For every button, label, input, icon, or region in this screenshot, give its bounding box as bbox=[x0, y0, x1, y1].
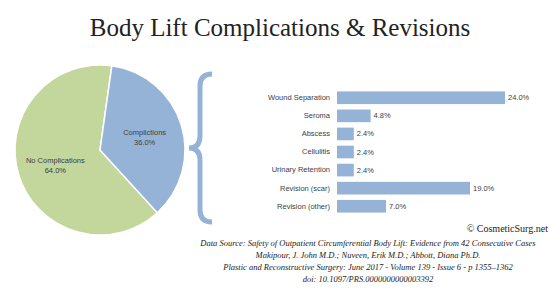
data-label: 64.0% bbox=[45, 166, 67, 175]
tick: Wound Separation bbox=[268, 93, 330, 102]
pie-labels: No Complications64.0% Complictions36.0% bbox=[26, 128, 166, 175]
source-note: Data Source: Safety of Outpatient Circum… bbox=[199, 238, 536, 248]
tick-label: Urinary Retention bbox=[272, 165, 330, 174]
bar bbox=[337, 110, 371, 123]
tick-label: Seroma bbox=[304, 111, 331, 120]
footer: © CosmeticSurg.net Data Source: Safety of… bbox=[199, 223, 548, 284]
data-label: 36.0% bbox=[134, 138, 156, 147]
category-axis: Wound Separation Seroma Abscess Cellulitis U… bbox=[268, 93, 331, 210]
tick-label: Cellulitis bbox=[302, 147, 330, 156]
data-label: 2.4% bbox=[357, 148, 374, 157]
data-label: 2.4% bbox=[357, 129, 374, 138]
source-note: Makipour, J. John M.D.; Nuveen, Erik M.D… bbox=[255, 250, 481, 260]
data-label: 4.8% bbox=[374, 111, 391, 120]
bracket bbox=[189, 74, 212, 222]
bar bbox=[337, 182, 470, 195]
slice-label: No Complications bbox=[26, 156, 85, 165]
source-note: Plastic and Reconstructive Surgery: June… bbox=[222, 262, 513, 272]
tick: Urinary Retention bbox=[272, 165, 330, 174]
data-label: 24.0% bbox=[508, 93, 530, 102]
tick: Seroma bbox=[304, 111, 331, 120]
slice-label: Complictions bbox=[123, 128, 166, 137]
data-label: 7.0% bbox=[389, 202, 406, 211]
pie-slice bbox=[100, 66, 185, 213]
data-labels: 24.0%4.8%2.4%2.4%2.4%19.0%7.0% bbox=[357, 93, 530, 210]
chart-canvas: Body Lift Complications & Revisions No Co… bbox=[0, 0, 560, 294]
pie bbox=[15, 65, 185, 235]
tick: Cellulitis bbox=[302, 147, 330, 156]
tick-label: Revision (scar) bbox=[280, 184, 331, 193]
data-label: 19.0% bbox=[473, 184, 495, 193]
bar bbox=[337, 128, 354, 141]
copyright: © CosmeticSurg.net bbox=[467, 223, 549, 234]
tick-label: Wound Separation bbox=[268, 93, 330, 102]
tick-label: Revision (other) bbox=[277, 202, 330, 211]
data-label: 2.4% bbox=[357, 166, 374, 175]
title: Body Lift Complications & Revisions bbox=[90, 14, 471, 41]
tick: Revision (scar) bbox=[280, 184, 331, 193]
bar bbox=[337, 146, 354, 159]
bar bbox=[337, 164, 354, 177]
tick-label: Abscess bbox=[302, 129, 331, 138]
bar bbox=[337, 200, 386, 213]
bar bbox=[337, 91, 505, 104]
source-note: doi: 10.1097/PRS.0000000000003392 bbox=[303, 274, 434, 284]
tick: Revision (other) bbox=[277, 202, 330, 211]
tick: Abscess bbox=[302, 129, 331, 138]
bars bbox=[337, 91, 505, 212]
